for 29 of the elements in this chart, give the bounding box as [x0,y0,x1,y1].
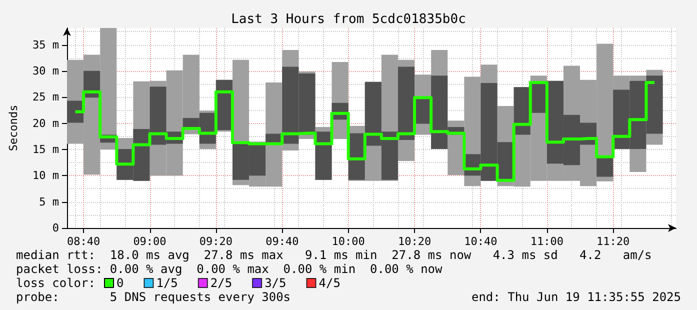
x-tick-label: 09:40 [266,235,299,248]
x-tick-label: 09:20 [199,235,232,248]
x-tick-label: 11:00 [530,235,564,248]
legend-label: 4/5 [318,276,340,290]
y-tick-label: 10 m [32,169,60,182]
legend-label: 2/5 [210,276,232,290]
text: median rtt: 18.0 ms avg 27.8 ms max 9.1 ms min 27.8 ms now 4.3 ms sd 4.2 am/s [16,248,652,262]
x-tick-label: 10:00 [332,235,365,248]
y-tick-label: 5 m [39,195,60,208]
text: loss color: [16,276,96,290]
y-tick-label: 15 m [32,142,60,156]
x-tick-label: 10:40 [464,235,498,248]
y-tick-label: 0 [52,222,59,234]
y-tick-label: 25 m [32,90,60,104]
x-tick-label: 11:20 [596,235,630,248]
text: end: Thu Jun 19 11:35:55 2025 [471,290,681,304]
y-tick-label: 30 m [32,64,60,78]
legend-label: 1/5 [156,276,178,290]
legend-label: 3/5 [264,276,286,290]
x-tick-label: 09:00 [133,235,166,248]
text: probe: 5 DNS requests every 300s [16,290,291,304]
chart-title: Last 3 Hours from 5cdc01835b0c [231,12,466,27]
legend-label: 0 [116,276,124,290]
x-tick-label: 10:20 [398,235,432,248]
y-axis-title: Seconds [7,104,20,152]
text: packet loss: 0.00 % avg 0.00 % max 0.00 % min 0.00 % now [16,262,444,276]
y-tick-label: 20 m [32,116,60,130]
x-tick-label: 08:40 [67,235,100,248]
y-tick-label: 35 m [32,38,60,52]
